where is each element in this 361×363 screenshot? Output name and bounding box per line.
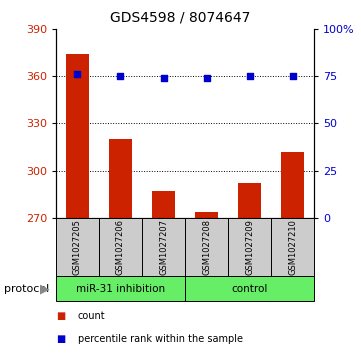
- Text: GSM1027205: GSM1027205: [73, 219, 82, 275]
- Bar: [56, 218, 99, 276]
- Bar: [238, 183, 261, 218]
- Text: ■: ■: [56, 311, 65, 321]
- Point: [118, 73, 123, 79]
- Bar: [142, 218, 185, 276]
- Bar: [185, 218, 228, 276]
- Bar: [109, 139, 132, 218]
- Point: [247, 73, 252, 79]
- Text: ▶: ▶: [40, 282, 50, 295]
- Bar: [228, 218, 271, 276]
- Text: control: control: [231, 284, 268, 294]
- Text: GSM1027208: GSM1027208: [202, 219, 211, 275]
- Bar: [281, 152, 304, 218]
- Bar: [152, 191, 175, 218]
- Text: GSM1027206: GSM1027206: [116, 219, 125, 275]
- Point: [75, 72, 81, 77]
- Text: miR-31 inhibition: miR-31 inhibition: [76, 284, 165, 294]
- Text: GSM1027209: GSM1027209: [245, 219, 254, 275]
- Bar: [271, 218, 314, 276]
- Point: [161, 75, 166, 81]
- Text: GDS4598 / 8074647: GDS4598 / 8074647: [110, 11, 251, 25]
- Bar: [66, 54, 89, 218]
- Text: GSM1027210: GSM1027210: [288, 219, 297, 275]
- Bar: [99, 218, 142, 276]
- Text: GSM1027207: GSM1027207: [159, 219, 168, 275]
- Text: percentile rank within the sample: percentile rank within the sample: [78, 334, 243, 344]
- Text: protocol: protocol: [4, 284, 49, 294]
- Point: [290, 73, 295, 79]
- Bar: [195, 212, 218, 218]
- Text: count: count: [78, 311, 105, 321]
- Bar: [185, 276, 314, 301]
- Bar: [56, 276, 185, 301]
- Point: [204, 75, 209, 81]
- Text: ■: ■: [56, 334, 65, 344]
